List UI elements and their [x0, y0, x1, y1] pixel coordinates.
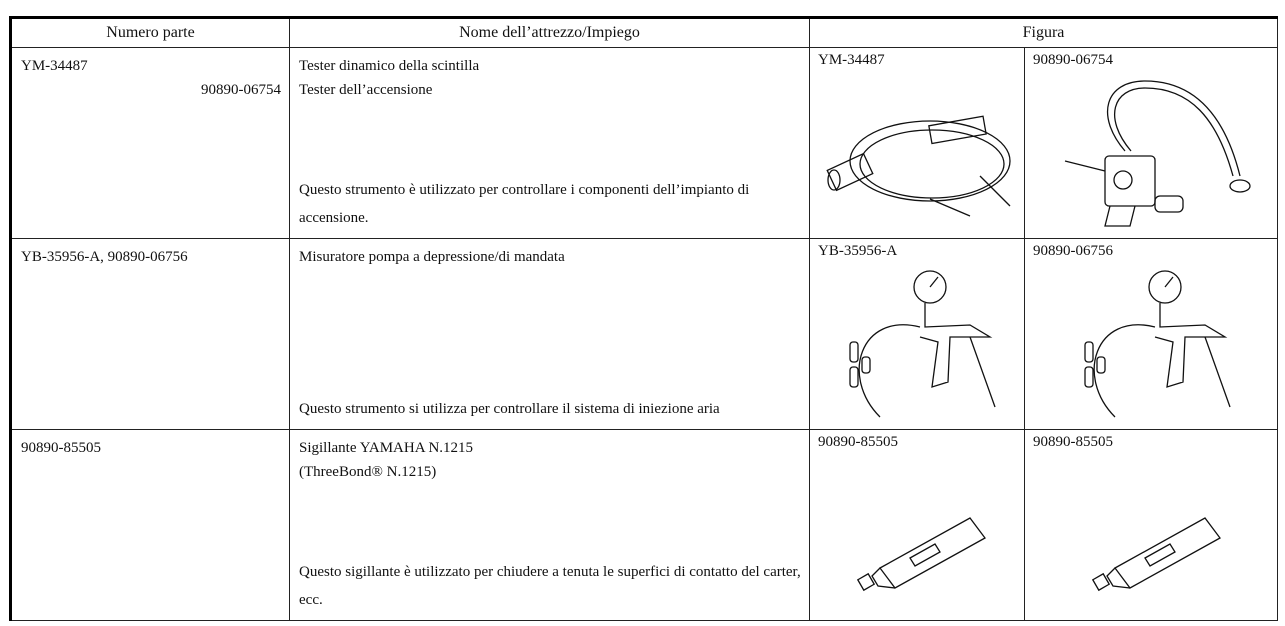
- part-cell: YB-35956-A, 90890-06756: [12, 239, 289, 429]
- row: YB-35956-A, 90890-06756 Misuratore pompa…: [10, 238, 1278, 430]
- figure-cell: 90890-85505: [1025, 430, 1277, 620]
- tool-name: Sigillante YAMAHA N.1215: [299, 440, 474, 456]
- figure-cell: 90890-85505: [810, 430, 1024, 620]
- tube-illustration: [856, 517, 986, 592]
- header-row: Numero parte Nome dell’attrezzo/Impiego …: [10, 17, 1278, 48]
- figure-label: 90890-85505: [818, 434, 898, 450]
- tester-illustration: [826, 115, 1011, 217]
- tool-name: Tester dell’accensione: [299, 82, 433, 98]
- pump-illustration: [849, 270, 996, 418]
- figure-cell: YB-35956-A: [810, 239, 1024, 429]
- header-cell: Numero parte: [10, 17, 290, 48]
- figure-cell: 90890-06754: [1025, 48, 1277, 238]
- row: YM-34487 90890-06754 Tester dinamico dell…: [10, 47, 1278, 239]
- header-cell: Figura: [809, 17, 1278, 48]
- pump-illustration: [1084, 270, 1231, 418]
- part-number: 90890-85505: [21, 440, 101, 456]
- figure-label: 90890-06754: [1033, 52, 1113, 68]
- name-cell: Misuratore pompa a depressione/di mandat…: [290, 239, 809, 429]
- name-cell: Tester dinamico della scintilla Tester de…: [290, 48, 809, 238]
- part-number: YB-35956-A, 90890-06756: [21, 249, 188, 265]
- tool-table: Numero parte Nome dell’attrezzo/Impiego …: [9, 16, 1278, 621]
- usage: Questo strumento si utilizza per control…: [299, 401, 720, 417]
- figure-label: YM-34487: [818, 52, 885, 68]
- usage: Questo sigillante è utilizzato per chiud…: [299, 564, 801, 608]
- figure-label: 90890-06756: [1033, 243, 1113, 259]
- part-cell: 90890-85505: [12, 430, 289, 620]
- figure-label: 90890-85505: [1033, 434, 1113, 450]
- tester-illustration: [1064, 80, 1251, 227]
- header-cell: Nome dell’attrezzo/Impiego: [289, 17, 810, 48]
- figure-cell: YM-34487: [810, 48, 1024, 238]
- part-number: 90890-06754: [201, 82, 281, 98]
- tool-name: Misuratore pompa a depressione/di mandat…: [299, 249, 565, 265]
- tube-illustration: [1091, 517, 1221, 592]
- part-number: YM-34487: [21, 58, 88, 74]
- part-cell: YM-34487 90890-06754: [12, 48, 289, 238]
- tool-name: Tester dinamico della scintilla: [299, 58, 480, 74]
- name-cell: Sigillante YAMAHA N.1215 (ThreeBond® N.12…: [290, 430, 809, 620]
- usage: Questo strumento è utilizzato per contro…: [299, 182, 750, 226]
- tool-name: (ThreeBond® N.1215): [299, 464, 437, 480]
- row: 90890-85505 Sigillante YAMAHA N.1215 (Thr…: [10, 429, 1278, 621]
- figure-cell: 90890-06756: [1025, 239, 1277, 429]
- figure-label: YB-35956-A: [818, 243, 898, 259]
